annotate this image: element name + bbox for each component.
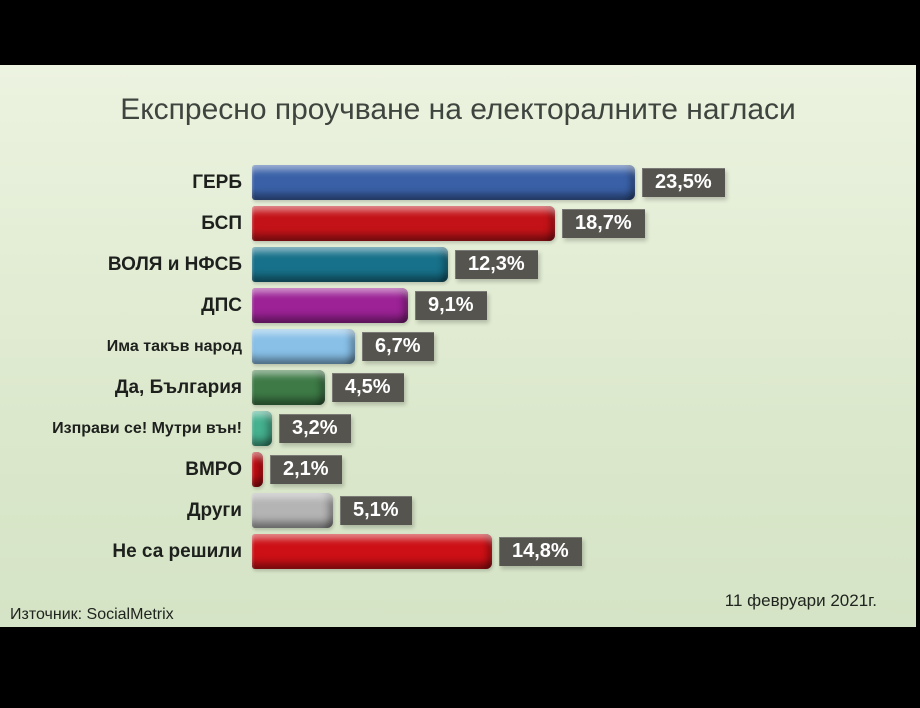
bar [252,165,635,200]
category-label: ДПС [201,295,242,316]
category-label: Да, България [114,377,242,398]
value-badge: 6,7% [362,332,434,361]
bar [252,411,272,446]
chart-row: Изправи се! Мутри вън! 3,2% [0,411,916,452]
bar-group: 12,3% [252,247,538,282]
bar [252,534,492,569]
chart-row: ВОЛЯ и НФСБ 12,3% [0,247,916,288]
chart-row: Има такъв народ 6,7% [0,329,916,370]
source-caption: Източник: SocialMetrix [10,606,174,623]
chart-row: ГЕРБ 23,5% [0,165,916,206]
bar-group: 3,2% [252,411,351,446]
category-label: Други [186,500,242,521]
bar-group: 9,1% [252,288,487,323]
bar-group: 23,5% [252,165,725,200]
bar [252,370,325,405]
bar-group: 18,7% [252,206,645,241]
value-badge: 12,3% [455,250,538,279]
bar [252,288,408,323]
chart-row: БСП 18,7% [0,206,916,247]
bar-group: 4,5% [252,370,404,405]
bar [252,247,448,282]
chart-row: ДПС 9,1% [0,288,916,329]
value-badge: 9,1% [415,291,487,320]
value-badge: 18,7% [562,209,645,238]
date-caption: 11 февруари 2021г. [724,591,877,610]
bar-group: 5,1% [252,493,412,528]
category-label: Има такъв народ [106,338,242,355]
bar [252,493,333,528]
value-badge: 4,5% [332,373,404,402]
bar [252,206,555,241]
category-label: ВМРО [185,459,242,480]
bar-group: 6,7% [252,329,434,364]
value-badge: 14,8% [499,537,582,566]
value-badge: 5,1% [340,496,412,525]
category-label: ВОЛЯ и НФСБ [107,254,242,275]
category-label: Не са решили [112,541,242,562]
chart-row: Други 5,1% [0,493,916,534]
bar-group: 2,1% [252,452,342,487]
slide-background: Експресно проучване на електоралните наг… [0,65,916,627]
chart-row: ВМРО 2,1% [0,452,916,493]
bar [252,329,355,364]
value-badge: 2,1% [270,455,342,484]
value-badge: 3,2% [279,414,351,443]
bar [252,452,263,487]
bar-chart: ГЕРБ 23,5% БСП 18,7% ВОЛЯ и НФСБ 12,3% ДПС 9,1%… [0,165,916,575]
value-badge: 23,5% [642,168,725,197]
chart-row: Не са решили 14,8% [0,534,916,575]
category-label: ГЕРБ [192,172,242,193]
chart-row: Да, България 4,5% [0,370,916,411]
chart-title: Експресно проучване на електоралните наг… [120,93,796,126]
category-label: БСП [201,213,242,234]
bar-group: 14,8% [252,534,582,569]
category-label: Изправи се! Мутри вън! [52,420,242,437]
